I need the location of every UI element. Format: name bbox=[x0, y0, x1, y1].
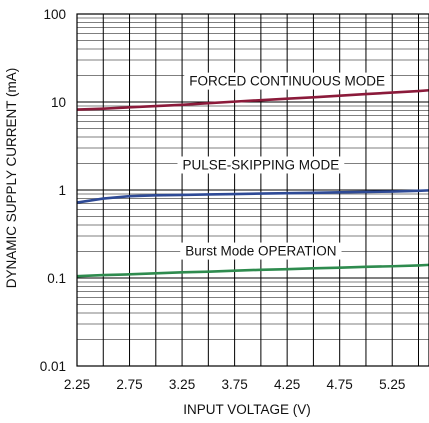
chart-grid bbox=[76, 14, 429, 367]
y-tick-label: 0.01 bbox=[40, 359, 66, 374]
x-tick-label: 5.25 bbox=[379, 377, 405, 392]
y-tick-label: 100 bbox=[43, 7, 66, 22]
x-tick-label: 3.25 bbox=[169, 377, 195, 392]
x-axis-title: INPUT VOLTAGE (V) bbox=[183, 402, 311, 417]
chart-series-labels: FORCED CONTINUOUS MODE PULSE-SKIPPING MOD… bbox=[177, 72, 391, 260]
series-label-2: Burst Mode OPERATION bbox=[185, 244, 336, 259]
y-tick-labels: 0.01 0.1 1 10 100 bbox=[40, 7, 66, 374]
x-tick-label: 2.25 bbox=[64, 377, 90, 392]
series-label-1: PULSE-SKIPPING MODE bbox=[182, 157, 339, 172]
x-tick-labels: 2.25 2.75 3.25 3.75 4.25 4.75 5.25 bbox=[64, 377, 406, 392]
y-axis-title: DYNAMIC SUPPLY CURRENT (mA) bbox=[4, 68, 19, 289]
series-label-background-2 bbox=[180, 242, 342, 260]
plot-frame bbox=[76, 13, 429, 367]
series-line-0 bbox=[76, 88, 429, 111]
y-tick-label: 0.1 bbox=[47, 271, 66, 286]
x-tick-label: 2.75 bbox=[116, 377, 142, 392]
x-tick-label: 4.25 bbox=[274, 377, 300, 392]
x-tick-label: 4.75 bbox=[327, 377, 353, 392]
y-tick-label: 1 bbox=[58, 183, 66, 198]
series-label-background-1 bbox=[177, 156, 345, 174]
series-label-0: FORCED CONTINUOUS MODE bbox=[189, 74, 385, 89]
series-line-1 bbox=[76, 189, 429, 204]
series-label-background-0 bbox=[184, 72, 391, 90]
y-tick-label: 10 bbox=[51, 95, 66, 110]
x-tick-label: 3.75 bbox=[221, 377, 247, 392]
chart-series-lines bbox=[76, 88, 429, 278]
series-line-2 bbox=[76, 263, 429, 278]
